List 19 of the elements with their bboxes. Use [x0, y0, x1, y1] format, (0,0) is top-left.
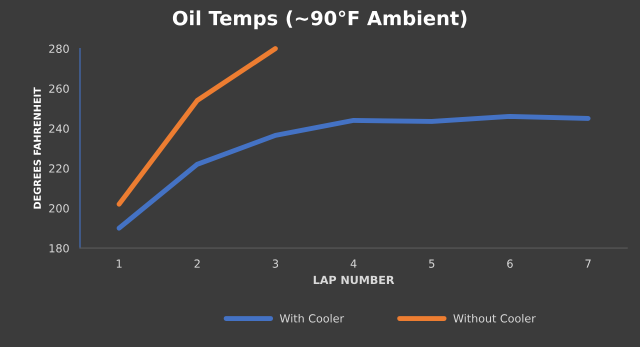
y-tick-label: 240 — [49, 124, 69, 133]
x-tick-label: 3 — [272, 259, 278, 268]
x-tick-label: 5 — [429, 260, 434, 268]
y-tick-label: 200 — [49, 204, 69, 213]
x-tick-label: 7 — [585, 260, 591, 268]
x-tick-label: 2 — [194, 259, 200, 268]
y-tick-label: 220 — [49, 164, 69, 173]
chart-title: Oil Temps (~90°F Ambient) — [172, 10, 466, 30]
y-axis-title: DEGREES FAHRENHEIT — [34, 87, 41, 209]
x-tick-label: 1 — [116, 260, 122, 268]
y-tick-label: 280 — [49, 44, 69, 53]
x-axis-title: LAP NUMBER — [314, 276, 394, 284]
y-tick-label: 260 — [49, 84, 69, 93]
legend-label: Without Cooler — [453, 314, 536, 323]
line-series — [116, 114, 591, 231]
x-tick-label: 4 — [350, 260, 357, 268]
x-tick-label: 6 — [507, 259, 513, 268]
y-tick-label: 180 — [50, 244, 69, 252]
legend-label: With Cooler — [280, 314, 344, 323]
